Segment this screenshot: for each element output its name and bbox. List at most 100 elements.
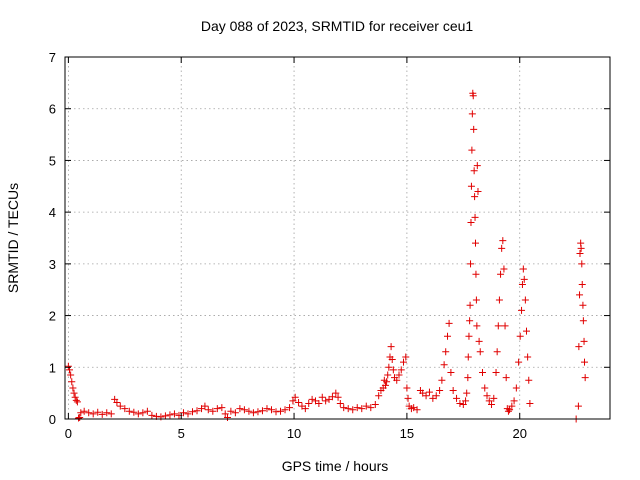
data-point — [404, 394, 412, 402]
data-point — [318, 393, 326, 401]
data-point — [315, 399, 323, 407]
data-point — [474, 187, 482, 195]
data-point — [472, 270, 480, 278]
data-point — [328, 393, 336, 401]
data-point — [221, 410, 229, 418]
data-point — [467, 260, 475, 268]
data-point — [481, 384, 489, 392]
data-point — [166, 411, 174, 419]
data-point — [473, 162, 481, 170]
data-point — [277, 407, 285, 415]
data-point — [170, 410, 178, 418]
data-point — [148, 411, 156, 419]
data-point — [525, 376, 533, 384]
data-point — [76, 413, 84, 421]
data-point — [512, 384, 520, 392]
data-point — [89, 410, 97, 418]
data-point — [395, 371, 403, 379]
data-point — [72, 396, 80, 404]
data-point — [463, 389, 471, 397]
data-point — [289, 397, 297, 405]
y-tick-label: 2 — [49, 309, 56, 324]
data-point — [499, 237, 507, 245]
data-point — [469, 92, 477, 100]
data-point — [432, 392, 440, 400]
data-point — [308, 395, 316, 403]
data-point — [578, 281, 586, 289]
data-point — [488, 401, 496, 409]
data-point — [143, 407, 151, 415]
data-point — [475, 337, 483, 345]
data-point — [471, 193, 479, 201]
data-point — [125, 407, 133, 415]
data-point — [523, 327, 531, 335]
y-tick-label: 0 — [49, 412, 56, 427]
data-point — [179, 409, 187, 417]
data-point — [440, 361, 448, 369]
data-point — [579, 317, 587, 325]
data-point — [367, 404, 375, 412]
data-point — [121, 405, 129, 413]
data-point — [385, 363, 393, 371]
data-point — [403, 384, 411, 392]
data-point — [245, 407, 253, 415]
data-point — [263, 405, 271, 413]
data-point — [575, 343, 583, 351]
data-point — [508, 402, 516, 410]
axis-ticks — [65, 56, 610, 420]
data-point — [578, 260, 586, 268]
data-point — [501, 322, 509, 330]
data-point — [69, 384, 77, 392]
data-point — [490, 394, 498, 402]
grid-lines — [65, 57, 610, 419]
x-axis-label: GPS time / hours — [282, 458, 389, 474]
data-point — [71, 393, 79, 401]
data-point — [80, 407, 88, 415]
y-tick-label: 6 — [49, 102, 56, 117]
y-tick-label: 3 — [49, 257, 56, 272]
data-point — [472, 296, 480, 304]
x-tick-label: 5 — [178, 426, 185, 441]
data-point — [492, 368, 500, 376]
data-point — [134, 410, 142, 418]
data-point — [471, 239, 479, 247]
data-point — [515, 358, 523, 366]
x-tick-label: 0 — [65, 426, 72, 441]
data-point — [236, 405, 244, 413]
data-point — [520, 275, 528, 283]
data-point — [576, 291, 584, 299]
x-tick-label: 20 — [512, 426, 526, 441]
data-point — [301, 405, 309, 413]
data-point — [483, 392, 491, 400]
data-point — [510, 397, 518, 405]
data-point — [344, 405, 352, 413]
data-point — [353, 404, 361, 412]
data-point — [254, 408, 262, 416]
data-point — [291, 393, 299, 401]
data-point — [493, 348, 501, 356]
data-point — [218, 404, 226, 412]
y-tick-label: 1 — [49, 360, 56, 375]
data-point — [524, 353, 532, 361]
data-point — [286, 404, 294, 412]
data-point — [267, 406, 275, 414]
data-point — [388, 356, 396, 364]
data-point — [497, 270, 505, 278]
tick-labels: 0 5 10 15 20 0 1 2 3 4 5 6 7 — [49, 50, 527, 441]
data-point — [387, 343, 395, 351]
data-point — [130, 408, 138, 416]
data-point — [467, 182, 475, 190]
data-point — [184, 410, 192, 418]
data-point — [139, 409, 147, 417]
data-point — [305, 399, 313, 407]
data-point — [358, 405, 366, 413]
data-point — [397, 366, 405, 374]
data-point — [445, 319, 453, 327]
data-point — [223, 413, 231, 421]
data-point — [462, 397, 470, 405]
data-point — [516, 332, 524, 340]
data-point — [201, 402, 209, 410]
plot-frame — [64, 56, 611, 420]
data-point — [466, 301, 474, 309]
